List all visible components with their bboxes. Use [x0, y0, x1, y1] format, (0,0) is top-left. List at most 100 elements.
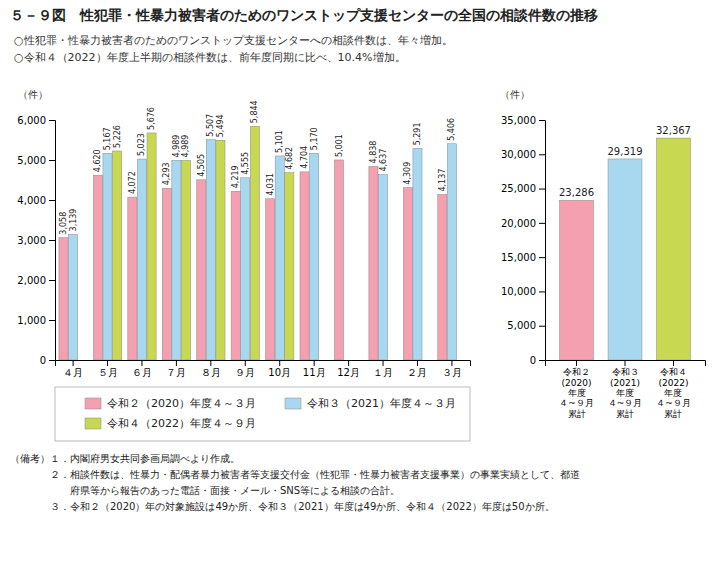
x-tick-label: ６月 — [132, 367, 152, 378]
x-axis-line — [546, 361, 706, 367]
data-label: 5,494 — [216, 114, 225, 137]
x-tick-label: ３月 — [442, 367, 462, 378]
data-label: 4,682 — [285, 147, 294, 170]
data-label: 4,219 — [231, 165, 240, 188]
y-tick-label: 30,000 — [501, 149, 536, 160]
data-label: 4,620 — [93, 149, 102, 172]
y-tick-mark — [539, 120, 545, 121]
bar — [147, 133, 156, 360]
y-tick: 1,000 — [17, 315, 55, 326]
bar — [657, 138, 691, 360]
bar — [206, 140, 215, 360]
data-label: 5,507 — [206, 114, 215, 137]
bar — [560, 200, 594, 360]
x-tick: ２月 — [407, 360, 427, 378]
x-tick-label: １月 — [373, 367, 393, 378]
x-tick-label: ５月 — [98, 367, 118, 378]
y-tick: 30,000 — [501, 149, 545, 160]
x-tick-label: ９月 — [235, 367, 255, 378]
note: 府県等から報告のあった電話・面接・メール・SNS等による相談の合計。 — [10, 485, 400, 496]
y-tick-mark — [539, 360, 545, 361]
bar — [128, 197, 137, 360]
chart-title: ５－９図 性犯罪・性暴力被害者のためのワンストップ支援センターの全国の相談件数の… — [10, 7, 598, 23]
x-axis: 令和２(2020)年度４~９月累計令和３(2021)年度４~９月累計 令和４ (20… — [546, 360, 706, 419]
y-tick-mark — [539, 326, 545, 327]
data-label: 23,286 — [559, 187, 594, 198]
x-tick-label-line: 令和４ — [660, 367, 687, 377]
x-tick-mark — [210, 360, 211, 366]
bar — [403, 188, 412, 360]
bar — [93, 175, 102, 360]
bar — [378, 175, 387, 360]
data-label: 4,989 — [172, 135, 181, 158]
x-tick-label: ４月 — [63, 367, 83, 378]
bar — [231, 191, 240, 360]
data-label: 4,072 — [128, 171, 137, 194]
x-tick: 令和２(2020)年度４~９月累計 — [559, 360, 594, 419]
data-label: 4,838 — [369, 141, 378, 164]
y-tick: 20,000 — [501, 218, 545, 229]
data-label: 4,505 — [197, 154, 206, 177]
x-tick-label: 12月 — [337, 367, 360, 378]
data-label: 4,137 — [438, 169, 447, 192]
bar — [181, 160, 190, 360]
bar — [285, 173, 294, 360]
x-tick: 令和３(2021)年度４~９月累計 — [608, 360, 643, 419]
x-tick-label-line: (2021) — [610, 378, 640, 388]
y-tick-mark — [49, 360, 55, 361]
y-tick-mark — [49, 240, 55, 241]
y-tick-label: 15,000 — [501, 252, 536, 263]
bars — [59, 126, 457, 360]
y-axis-title: （件） — [500, 89, 530, 100]
x-tick-label: 10月 — [268, 367, 291, 378]
legend-frame — [55, 387, 470, 441]
y-tick-label: 10,000 — [501, 286, 536, 297]
x-tick-mark — [279, 360, 280, 366]
note: ２．相談件数は、性暴力・配偶者暴力被害者等支援交付金（性犯罪・性暴力被害者支援事… — [10, 469, 580, 480]
x-tick-label-line: 累計 — [616, 409, 634, 419]
bar — [608, 159, 642, 360]
bar — [59, 238, 68, 360]
x-tick: ３月 — [442, 360, 462, 378]
x-tick-mark — [314, 360, 315, 366]
legend: 令和２（2020）年度４～３月令和３（2021）年度４～３月令和４（2022）年… — [55, 387, 470, 441]
x-tick-label-line: 年度 — [664, 388, 682, 398]
y-tick: 6,000 — [17, 115, 55, 126]
x-tick-mark — [107, 360, 108, 366]
x-tick-label-line: 令和２ — [563, 367, 590, 377]
y-tick-mark — [49, 280, 55, 281]
bar — [413, 148, 422, 360]
bar — [241, 178, 250, 360]
y-tick: 0 — [530, 355, 545, 366]
bar — [447, 144, 456, 360]
x-tick-label-line: ４~９月 — [656, 398, 691, 408]
bar — [162, 188, 171, 360]
x-tick-mark — [673, 360, 674, 366]
subtitle: ○令和４（2022）年度上半期の相談件数は、前年度同期に比べ、10.4%増加。 — [14, 51, 406, 64]
bar — [438, 195, 447, 360]
x-tick: ４月 — [63, 360, 83, 378]
bar — [216, 140, 225, 360]
x-tick-mark — [576, 360, 577, 366]
bar — [423, 360, 432, 361]
data-label: 4,309 — [403, 162, 412, 185]
bar — [334, 160, 343, 360]
bar — [197, 180, 206, 360]
bar — [113, 151, 122, 360]
y-tick: 2,000 — [17, 275, 55, 286]
y-tick-label: 6,000 — [17, 115, 46, 126]
x-tick: １月 — [373, 360, 393, 378]
data-label: 32,367 — [656, 125, 691, 136]
legend-swatch — [285, 398, 301, 409]
data-label: 5,167 — [103, 127, 112, 150]
y-axis-line — [539, 121, 546, 361]
bar — [275, 156, 284, 360]
y-axis-line — [49, 121, 56, 361]
y-axis: 01,0002,0003,0004,0005,0006,000 — [17, 115, 55, 366]
x-tick-label-line: 年度 — [568, 388, 586, 398]
y-tick-label: 4,000 — [17, 195, 46, 206]
data-label: 4,704 — [300, 146, 309, 169]
bar — [310, 153, 319, 360]
data-label: 5,844 — [250, 100, 259, 123]
y-tick: 25,000 — [501, 183, 545, 194]
